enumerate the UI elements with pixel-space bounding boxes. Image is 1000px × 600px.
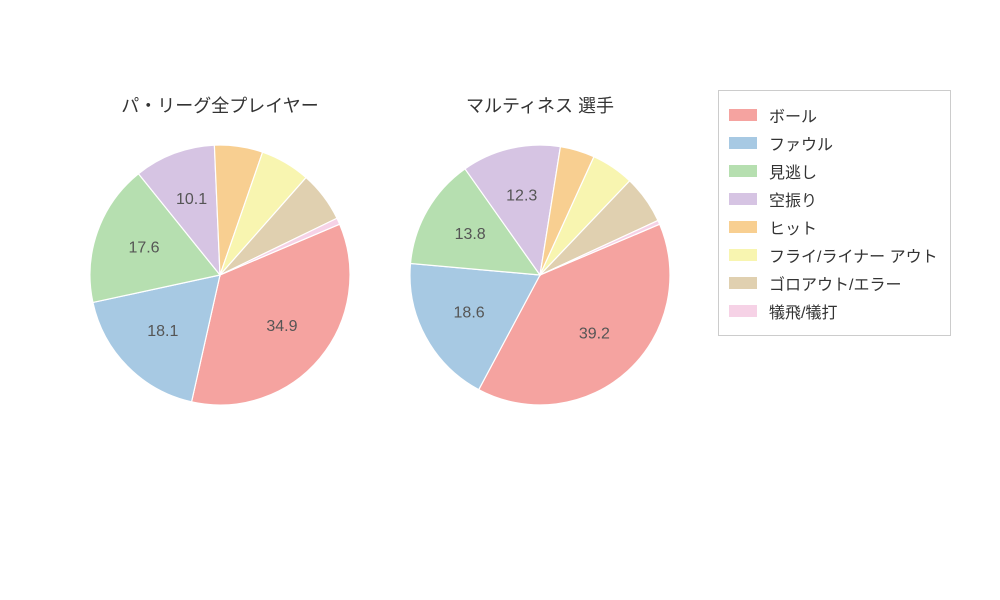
legend: ボールファウル見逃し空振りヒットフライ/ライナー アウトゴロアウト/エラー犠飛/… <box>718 90 951 336</box>
legend-swatch-1 <box>729 137 757 149</box>
legend-item-1: ファウル <box>729 131 938 155</box>
chart-area: パ・リーグ全プレイヤー 34.9 18.1 17.6 10.1 マルティネス 選手 39.2… <box>0 0 1000 600</box>
legend-item-7: 犠飛/犠打 <box>729 299 938 323</box>
pie-chart-0: 34.9 18.1 17.6 10.1 <box>88 143 352 407</box>
legend-label-2: 見逃し <box>769 159 817 183</box>
legend-item-3: 空振り <box>729 187 938 211</box>
legend-swatch-5 <box>729 249 757 261</box>
pie-1-slice-label-2: 13.8 <box>455 226 486 243</box>
pie-0-slice-label-1: 18.1 <box>147 323 178 340</box>
legend-label-0: ボール <box>769 103 817 127</box>
legend-item-0: ボール <box>729 103 938 127</box>
legend-swatch-7 <box>729 305 757 317</box>
pie-0-slice-label-0: 34.9 <box>266 318 297 335</box>
pie-title-1: マルティネス 選手 <box>466 92 614 118</box>
legend-label-7: 犠飛/犠打 <box>769 299 837 323</box>
legend-item-4: ヒット <box>729 215 938 239</box>
legend-item-5: フライ/ライナー アウト <box>729 243 938 267</box>
pie-1-slice-label-0: 39.2 <box>579 326 610 343</box>
legend-swatch-0 <box>729 109 757 121</box>
pie-0-slice-label-2: 17.6 <box>128 239 159 256</box>
pie-0-slice-label-3: 10.1 <box>176 191 207 208</box>
legend-swatch-6 <box>729 277 757 289</box>
legend-label-5: フライ/ライナー アウト <box>769 243 938 267</box>
legend-label-3: 空振り <box>769 187 817 211</box>
pie-chart-1: 39.2 18.6 13.8 12.3 <box>408 143 672 407</box>
pie-1-slice-label-3: 12.3 <box>506 188 537 205</box>
legend-swatch-2 <box>729 165 757 177</box>
legend-swatch-4 <box>729 221 757 233</box>
legend-item-2: 見逃し <box>729 159 938 183</box>
legend-label-6: ゴロアウト/エラー <box>769 271 901 295</box>
legend-label-4: ヒット <box>769 215 817 239</box>
legend-item-6: ゴロアウト/エラー <box>729 271 938 295</box>
legend-swatch-3 <box>729 193 757 205</box>
legend-label-1: ファウル <box>769 131 833 155</box>
pie-title-0: パ・リーグ全プレイヤー <box>121 92 318 118</box>
pie-1-slice-label-1: 18.6 <box>454 305 485 322</box>
